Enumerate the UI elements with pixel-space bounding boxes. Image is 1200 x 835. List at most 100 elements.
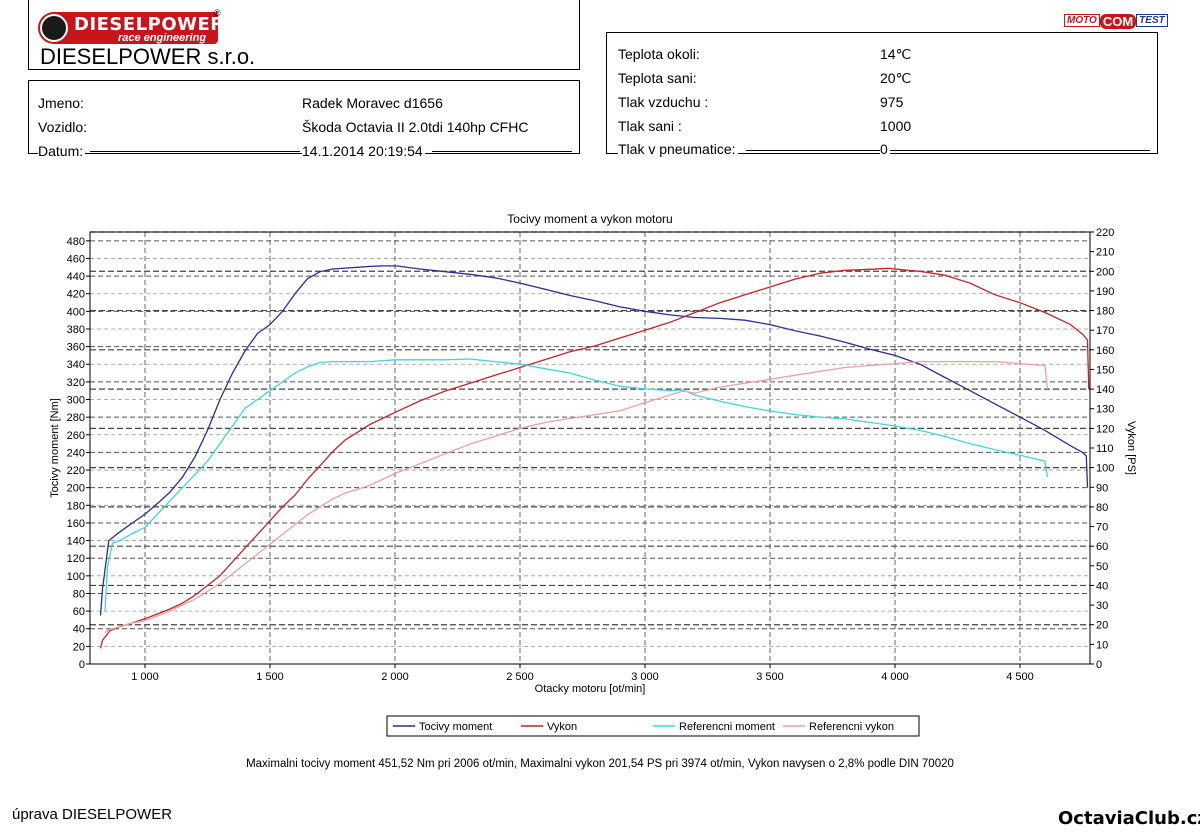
turbo-icon (40, 14, 68, 42)
customer-name-value: Radek Moravec d1656 (302, 95, 443, 111)
x-tick-label: 1 500 (256, 671, 284, 683)
vehicle-label: Vozidlo: (38, 119, 88, 135)
dyno-chart: Tocivy moment a vykon motoru020406080100… (49, 212, 1137, 737)
y2-tick-label: 50 (1096, 561, 1108, 573)
conditions-box (606, 32, 1158, 154)
intake-temp-value: 20℃ (880, 70, 912, 86)
series-line-3 (104, 358, 1049, 612)
y-tick-label: 280 (67, 412, 85, 424)
ambient-temp-value: 14℃ (880, 46, 912, 62)
dieselpower-logo: DIESELPOWER race engineering (38, 12, 224, 44)
y2-tick-label: 10 (1096, 639, 1108, 651)
logo-text: DIESELPOWER (74, 14, 225, 35)
y-tick-label: 120 (67, 553, 85, 565)
x-tick-label: 1 000 (131, 671, 159, 683)
y-tick-label: 360 (67, 342, 85, 354)
x-axis-label: Otacky motoru [ot/min] (535, 683, 646, 695)
y2-tick-label: 40 (1096, 580, 1108, 592)
intake-pressure-value: 1000 (880, 118, 912, 134)
y2-tick-label: 180 (1096, 306, 1114, 318)
y-tick-label: 220 (67, 465, 85, 477)
y2-tick-label: 0 (1096, 659, 1102, 671)
logo-subtitle: race engineering (118, 32, 207, 44)
y2-tick-label: 160 (1096, 345, 1114, 357)
y-tick-label: 60 (73, 606, 85, 618)
legend-label: Vykon (547, 721, 577, 733)
company-name: DIESELPOWER s.r.o. (40, 44, 256, 69)
y-tick-label: 240 (67, 447, 85, 459)
y2-tick-label: 110 (1096, 443, 1114, 455)
x-tick-label: 2 500 (506, 671, 534, 683)
x-tick-label: 4 500 (1006, 671, 1034, 683)
y2-tick-label: 120 (1096, 423, 1114, 435)
y-tick-label: 300 (67, 395, 85, 407)
tire-pressure-value: 0 (880, 141, 890, 157)
date-label: Datum: (38, 143, 86, 159)
legend-label: Referencni vykon (809, 721, 894, 733)
chart-axes: Tocivy moment a vykon motoru020406080100… (49, 212, 1137, 695)
series-line-4 (104, 360, 1049, 634)
tire-pressure-label: Tlak v pneumatice: (618, 141, 738, 157)
y2-tick-label: 140 (1096, 384, 1114, 396)
legend-label: Tocivy moment (419, 721, 492, 733)
y-tick-label: 200 (67, 483, 85, 495)
plot-frame (89, 231, 1091, 665)
date-value-underline (432, 151, 572, 152)
x-tick-label: 3 500 (756, 671, 784, 683)
customer-name-label: Jmeno: (38, 95, 84, 111)
chart-grid (90, 231, 1090, 665)
x-tick-label: 4 000 (881, 671, 909, 683)
motocomtest-part-2: COM (1099, 14, 1137, 29)
intake-temp-label: Teplota sani: (618, 70, 697, 86)
y2-tick-label: 190 (1096, 286, 1114, 298)
y2-tick-label: 220 (1096, 227, 1114, 239)
y-tick-label: 140 (67, 536, 85, 548)
footer-watermark: OctaviaClub.cz (1058, 808, 1200, 829)
y2-tick-label: 30 (1096, 600, 1108, 612)
x-tick-label: 2 000 (381, 671, 409, 683)
air-pressure-label: Tlak vzduchu : (618, 94, 709, 110)
registered-mark: ® (214, 8, 221, 18)
y-tick-label: 460 (67, 253, 85, 265)
series-line-2 (99, 267, 1090, 649)
x-tick-label: 3 000 (631, 671, 659, 683)
customer-info-box (28, 80, 580, 154)
chart-legend: Tocivy moment Vykon Referencni moment Refer… (386, 715, 920, 737)
y-tick-label: 40 (73, 624, 85, 636)
motocomtest-logo: MOTO COM TEST (1064, 14, 1168, 30)
chart-series (99, 265, 1090, 649)
y2-axis-label: Vykon [PS] (1125, 421, 1137, 475)
y-tick-label: 440 (67, 271, 85, 283)
tire-pressure-underline (746, 150, 880, 151)
chart-title: Tocivy moment a vykon motoru (507, 212, 672, 226)
y2-tick-label: 170 (1096, 325, 1114, 337)
y2-tick-label: 150 (1096, 364, 1114, 376)
series-line-1 (99, 265, 1089, 616)
y2-tick-label: 60 (1096, 541, 1108, 553)
y2-tick-label: 90 (1096, 482, 1108, 494)
intake-pressure-label: Tlak sani : (618, 118, 682, 134)
date-underline (90, 151, 300, 152)
y2-tick-label: 70 (1096, 522, 1108, 534)
y-tick-label: 20 (73, 641, 85, 653)
y2-tick-label: 20 (1096, 620, 1108, 632)
y-tick-label: 400 (67, 306, 85, 318)
ambient-temp-label: Teplota okoli: (618, 46, 700, 62)
y2-tick-label: 210 (1096, 247, 1114, 259)
date-value: 14.1.2014 20:19:54 (302, 143, 425, 159)
legend-label: Referencni moment (679, 721, 775, 733)
tire-pressure-value-underline (890, 150, 1150, 151)
y-tick-label: 80 (73, 588, 85, 600)
y2-tick-label: 100 (1096, 463, 1114, 475)
y-tick-label: 180 (67, 500, 85, 512)
motocomtest-part-1: MOTO (1064, 14, 1100, 27)
y-tick-label: 0 (79, 659, 85, 671)
motocomtest-part-3: TEST (1136, 14, 1168, 27)
y-tick-label: 380 (67, 324, 85, 336)
y2-tick-label: 200 (1096, 266, 1114, 278)
footer-tuner: úprava DIESELPOWER (12, 806, 173, 823)
y2-tick-label: 130 (1096, 404, 1114, 416)
y-tick-label: 320 (67, 377, 85, 389)
results-summary: Maximalni tocivy moment 451,52 Nm pri 20… (246, 758, 954, 770)
y-tick-label: 420 (67, 289, 85, 301)
